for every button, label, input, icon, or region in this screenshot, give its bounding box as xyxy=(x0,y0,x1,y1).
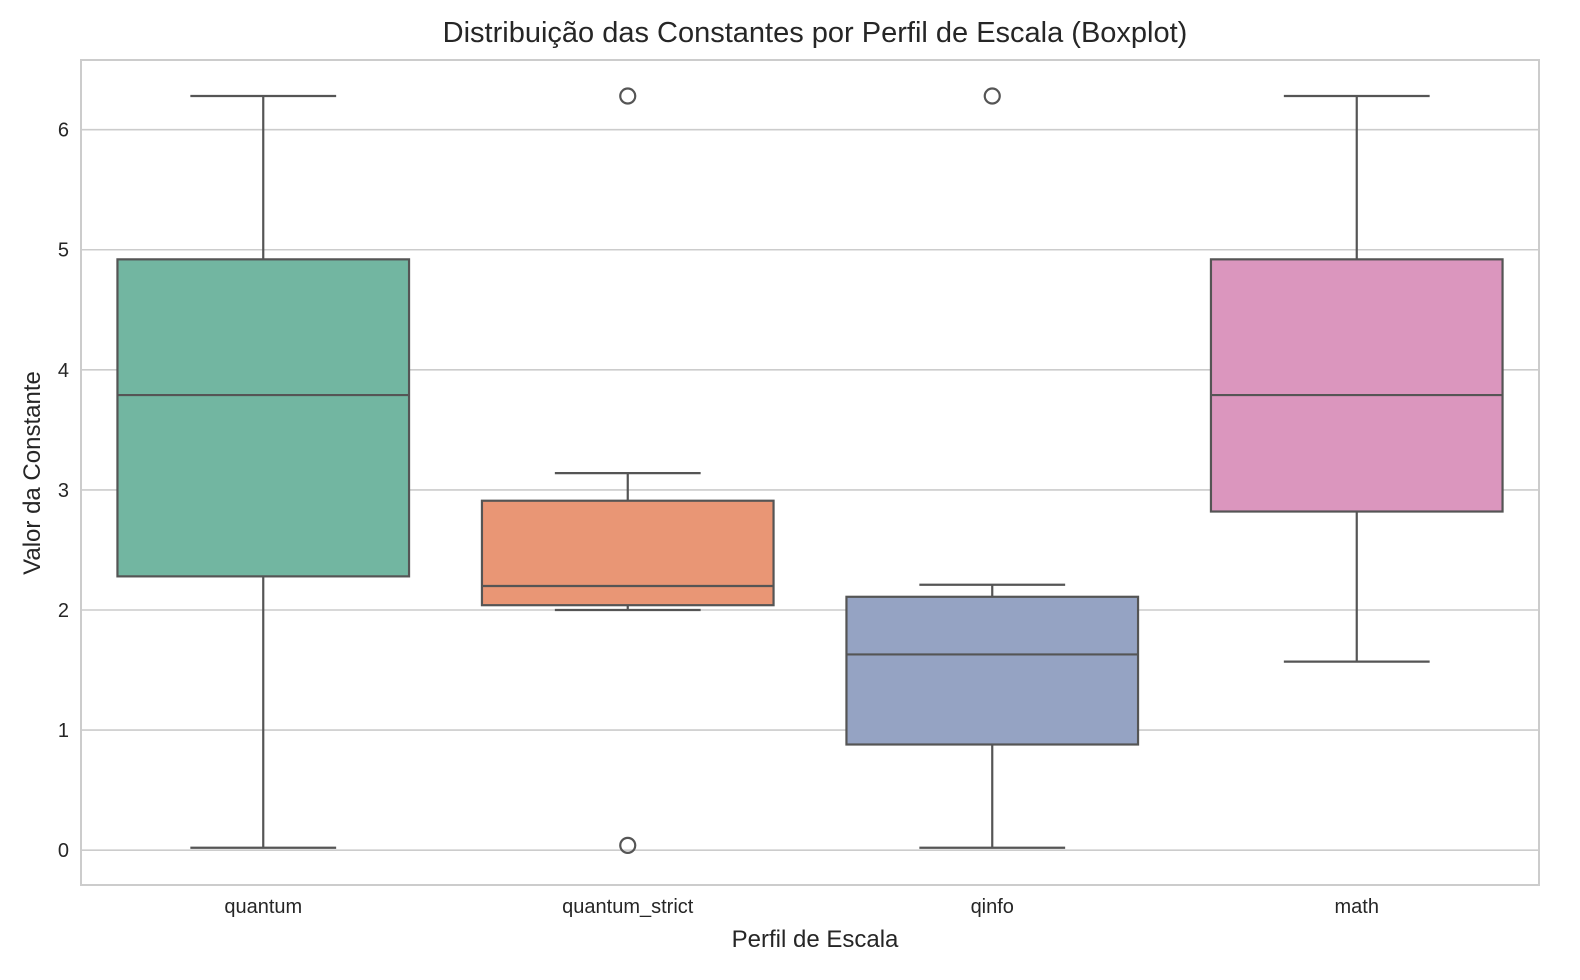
x-axis-label: Perfil de Escala xyxy=(732,926,899,953)
box-body xyxy=(1209,258,1504,513)
tick-labels: 0 1 2 3 4 5 6 quantum quantum_strict qinfo math xyxy=(58,120,1379,918)
box-body xyxy=(845,595,1140,746)
y-tick-label: 4 xyxy=(58,360,69,382)
plot-frame xyxy=(80,59,1540,886)
x-tick-label: math xyxy=(1335,896,1379,918)
y-tick-label: 3 xyxy=(58,480,69,502)
chart-title: Distribuição das Constantes por Perfil d… xyxy=(443,17,1188,49)
outlier-point xyxy=(619,87,637,105)
x-tick-label: quantum xyxy=(224,896,302,918)
box-group xyxy=(480,87,775,854)
box-body xyxy=(116,258,411,578)
y-tick-label: 5 xyxy=(58,240,69,262)
y-axis-label: Valor da Constante xyxy=(19,371,46,575)
box-body xyxy=(480,499,775,607)
boxes xyxy=(116,87,1504,854)
box-group xyxy=(1209,94,1504,663)
y-tick-label: 0 xyxy=(58,840,69,862)
x-tick-label: qinfo xyxy=(971,896,1014,918)
y-tick-label: 6 xyxy=(58,120,69,142)
x-tick-label: quantum_strict xyxy=(562,896,694,918)
box-group xyxy=(116,94,411,849)
box-group xyxy=(845,87,1140,849)
outlier-point xyxy=(983,87,1001,105)
outlier-point xyxy=(619,836,637,854)
y-tick-label: 2 xyxy=(58,600,69,622)
y-tick-label: 1 xyxy=(58,720,69,742)
